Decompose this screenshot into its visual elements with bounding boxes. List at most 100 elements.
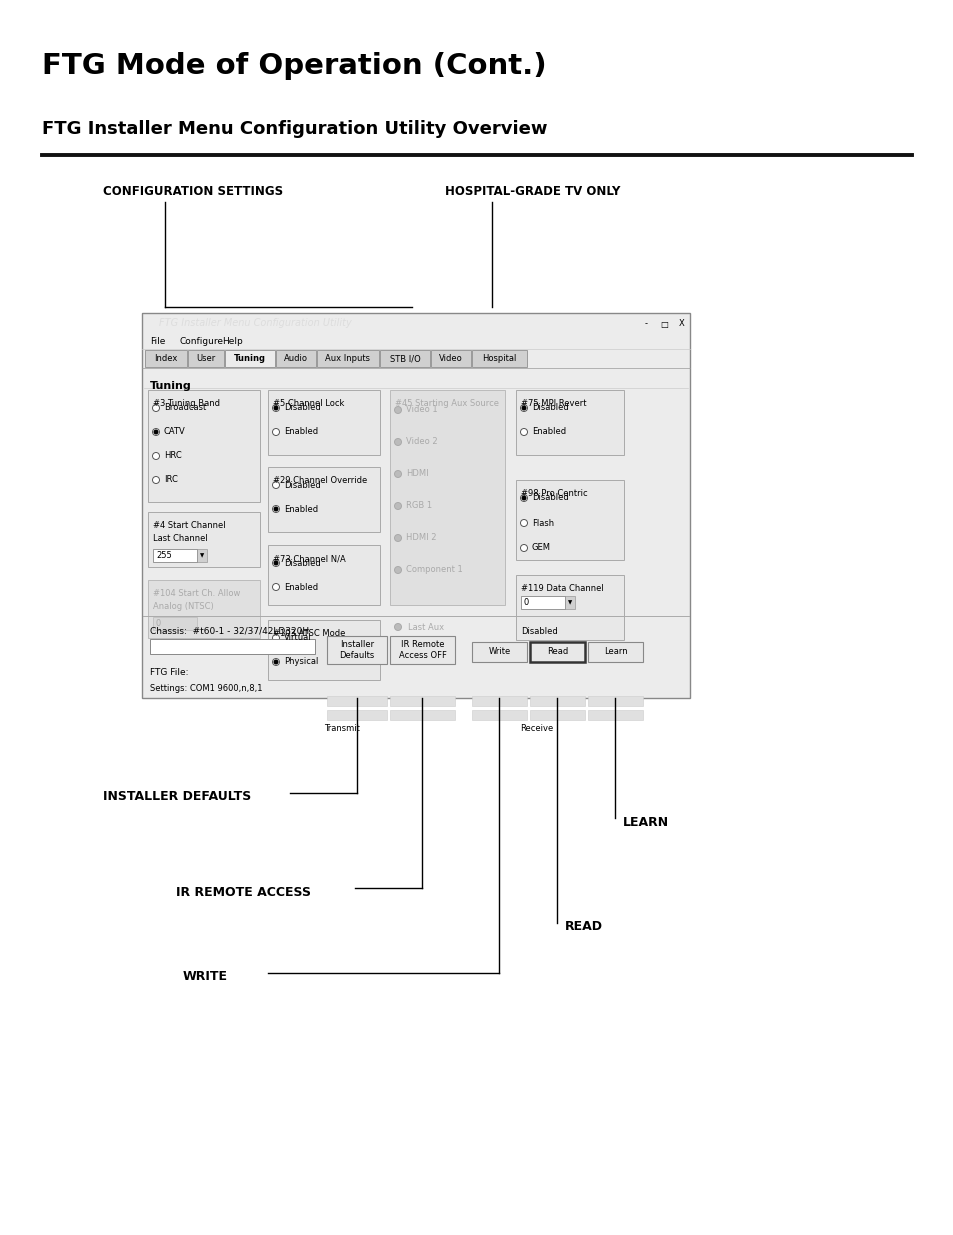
Circle shape — [152, 405, 159, 411]
Text: Last Aux: Last Aux — [408, 622, 444, 631]
Bar — [152, 550, 196, 562]
Text: 0: 0 — [156, 619, 161, 629]
Bar — [196, 550, 207, 562]
Bar — [472, 350, 526, 367]
Circle shape — [521, 496, 525, 500]
Text: X: X — [679, 320, 684, 329]
Text: Flash: Flash — [532, 519, 554, 527]
Bar — [188, 350, 224, 367]
Bar — [225, 350, 274, 367]
Text: READ: READ — [564, 920, 602, 934]
Text: User: User — [196, 354, 215, 363]
Text: ▼: ▼ — [200, 553, 204, 558]
Text: CATV: CATV — [164, 427, 186, 436]
Text: IRC: IRC — [164, 475, 177, 484]
Bar — [564, 597, 575, 609]
Text: #103 ATSC Mode: #103 ATSC Mode — [273, 629, 345, 638]
Circle shape — [395, 406, 401, 414]
Bar — [148, 513, 260, 567]
Text: Index: Index — [154, 354, 177, 363]
Bar — [638, 317, 654, 331]
Text: Enabled: Enabled — [284, 427, 317, 436]
Bar — [148, 580, 260, 638]
Bar — [516, 390, 623, 454]
Circle shape — [273, 505, 279, 513]
Text: WRITE: WRITE — [183, 971, 228, 983]
Text: Enabled: Enabled — [284, 583, 317, 592]
Text: Settings: COM1 9600,n,8,1: Settings: COM1 9600,n,8,1 — [150, 684, 262, 693]
Circle shape — [395, 567, 401, 573]
Bar — [472, 642, 526, 662]
Text: -: - — [644, 320, 647, 329]
Text: GEM: GEM — [532, 543, 551, 552]
Text: 0: 0 — [523, 598, 529, 606]
Circle shape — [274, 561, 277, 564]
Text: Audio: Audio — [284, 354, 308, 363]
Circle shape — [521, 406, 525, 410]
Bar — [390, 636, 455, 664]
Text: Disabled: Disabled — [532, 494, 568, 503]
Text: Aux Inputs: Aux Inputs — [325, 354, 370, 363]
Text: HDMI 2: HDMI 2 — [406, 534, 436, 542]
Bar — [150, 638, 314, 655]
Text: #3 Tuning Band: #3 Tuning Band — [152, 399, 220, 408]
Text: FTG File:: FTG File: — [150, 668, 189, 677]
Circle shape — [273, 429, 279, 436]
Circle shape — [520, 405, 527, 411]
Text: #5 Channel Lock: #5 Channel Lock — [273, 399, 344, 408]
Text: #104 Start Ch. Allow: #104 Start Ch. Allow — [152, 589, 240, 598]
Text: Tuning: Tuning — [233, 354, 266, 363]
Text: Transmit: Transmit — [324, 724, 359, 734]
Text: CONFIGURATION SETTINGS: CONFIGURATION SETTINGS — [103, 185, 283, 198]
Bar — [516, 480, 623, 559]
Bar — [472, 697, 526, 706]
Text: Installer
Defaults: Installer Defaults — [339, 640, 375, 659]
Text: □: □ — [659, 320, 667, 329]
Text: Disabled: Disabled — [532, 404, 568, 412]
Text: Write: Write — [488, 647, 510, 657]
Circle shape — [152, 452, 159, 459]
Text: HOSPITAL-GRADE TV ONLY: HOSPITAL-GRADE TV ONLY — [444, 185, 619, 198]
Bar — [530, 642, 584, 662]
Text: Disabled: Disabled — [284, 558, 320, 568]
Bar — [142, 312, 689, 698]
Bar — [390, 697, 455, 706]
Circle shape — [395, 624, 401, 631]
Circle shape — [274, 661, 277, 663]
Text: RGB 1: RGB 1 — [406, 501, 432, 510]
Text: HRC: HRC — [164, 452, 182, 461]
Text: #73 Channel N/A: #73 Channel N/A — [273, 555, 345, 563]
Bar — [673, 317, 689, 331]
Circle shape — [395, 438, 401, 446]
Text: INSTALLER DEFAULTS: INSTALLER DEFAULTS — [103, 790, 251, 804]
Text: FTG Mode of Operation (Cont.): FTG Mode of Operation (Cont.) — [42, 52, 546, 80]
Circle shape — [273, 482, 279, 489]
Text: Virtual: Virtual — [284, 634, 312, 642]
Text: FTG Installer Menu Configuration Utility Overview: FTG Installer Menu Configuration Utility… — [42, 120, 547, 138]
Circle shape — [152, 477, 159, 483]
Bar — [390, 390, 504, 605]
Circle shape — [395, 471, 401, 478]
Text: #45 Starting Aux Source: #45 Starting Aux Source — [395, 399, 498, 408]
Bar — [530, 697, 584, 706]
Bar — [268, 467, 379, 532]
Bar — [587, 642, 642, 662]
Circle shape — [152, 429, 159, 436]
Bar — [142, 312, 689, 333]
Bar — [472, 710, 526, 720]
Text: #119 Data Channel: #119 Data Channel — [520, 584, 603, 593]
Bar — [327, 636, 387, 664]
Text: #4 Start Channel: #4 Start Channel — [152, 521, 226, 530]
Text: IR REMOTE ACCESS: IR REMOTE ACCESS — [175, 885, 311, 899]
Text: Tuning: Tuning — [150, 382, 192, 391]
Circle shape — [395, 535, 401, 541]
Text: Physical: Physical — [284, 657, 318, 667]
Text: Hospital: Hospital — [482, 354, 517, 363]
Text: Learn: Learn — [603, 647, 627, 657]
Circle shape — [273, 635, 279, 641]
Text: HDMI: HDMI — [406, 469, 428, 478]
Bar — [431, 350, 471, 367]
Bar — [152, 618, 196, 630]
Circle shape — [520, 520, 527, 526]
Text: IR Remote
Access OFF: IR Remote Access OFF — [398, 640, 446, 659]
